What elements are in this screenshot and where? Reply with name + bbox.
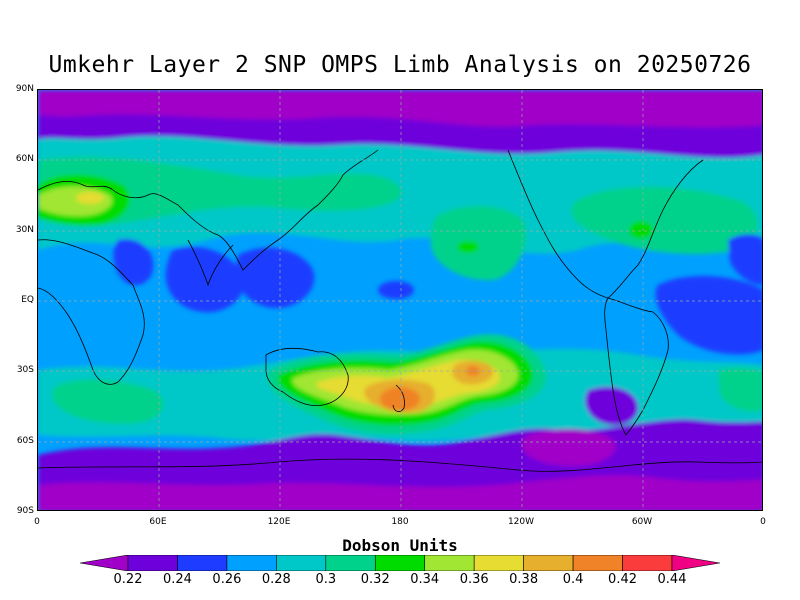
ozone-low-pacific xyxy=(378,281,414,299)
ozone-pacific-034 xyxy=(457,241,479,253)
map-title: Umkehr Layer 2 SNP OMPS Limb Analysis on… xyxy=(48,52,752,78)
ozone-low-drake-024 xyxy=(585,386,638,426)
coast-antarctica xyxy=(38,458,762,472)
ozone-low-drake-022 xyxy=(521,428,616,467)
colorbar-swatch xyxy=(276,555,327,571)
lon-label-120e: 120E xyxy=(267,517,291,527)
colorbar-swatch xyxy=(622,555,673,571)
lon-label-180: 180 xyxy=(391,517,409,527)
lon-label-0-east: 0 xyxy=(760,517,766,527)
coast-europe xyxy=(38,180,179,206)
colorbar-label: 0.22 xyxy=(113,572,143,587)
lat-label-60n: 60N xyxy=(15,154,34,164)
colorbar-label: 0.26 xyxy=(212,572,242,587)
ozone-spot-south-indian-032 xyxy=(718,367,762,412)
colorbar-swatch xyxy=(572,555,623,571)
coast-africa xyxy=(38,239,145,385)
colorbar-arrow-low xyxy=(80,555,129,571)
lat-label-30n: 30N xyxy=(15,225,34,235)
lon-label-120w: 120W xyxy=(507,517,535,527)
lat-label-eq: EQ xyxy=(21,295,34,305)
lat-label-60s: 60S xyxy=(16,436,34,446)
colorbar-label: 0.36 xyxy=(459,572,489,587)
colorbar-label: 0.38 xyxy=(509,572,539,587)
colorbar-label: 0.34 xyxy=(410,572,440,587)
colorbar-label: 0.42 xyxy=(608,572,637,587)
graticule xyxy=(38,90,762,510)
colorbar-swatch xyxy=(325,555,376,571)
coast-australia xyxy=(265,347,349,407)
ozone-arctic-022 xyxy=(38,90,762,128)
ozone-low-indonesia xyxy=(235,247,315,309)
ozone-nz-042 xyxy=(380,387,420,411)
colorbar-swatch xyxy=(374,555,426,571)
colorbar-swatch xyxy=(226,555,277,571)
ozone-low-south-america xyxy=(655,276,762,355)
coastlines xyxy=(38,149,762,472)
lat-label-90s: 90S xyxy=(16,506,34,516)
lon-label-0: 0 xyxy=(34,517,40,527)
ozone-low-east-pacific xyxy=(728,234,762,285)
colorbar-swatch xyxy=(424,555,475,571)
colorbar-title: Dobson Units xyxy=(342,536,458,555)
colorbar-swatch xyxy=(127,555,178,571)
ozone-low-india xyxy=(165,246,245,313)
ozone-map-svg xyxy=(38,90,762,510)
ozone-spot-south-atlantic-032 xyxy=(52,379,164,424)
ozone-spot-atlantic-032 xyxy=(570,186,758,255)
colorbar-label: 0.3 xyxy=(315,572,337,587)
lon-label-60w: 60W xyxy=(631,517,653,527)
colorbar-swatch xyxy=(523,555,574,571)
ozone-spot-pacific-032 xyxy=(430,205,527,281)
ozone-atlantic-034 xyxy=(629,221,653,239)
colorbar-label: 0.4 xyxy=(562,572,584,587)
coast-india xyxy=(187,239,234,287)
colorbar-swatch xyxy=(177,555,228,571)
colorbar-swatch xyxy=(473,555,524,571)
lat-label-30s: 30S xyxy=(16,365,34,375)
colorbar xyxy=(80,555,720,571)
colorbar-arrow-high xyxy=(671,555,720,571)
colorbar-label: 0.32 xyxy=(360,572,390,587)
ozone-europe-038 xyxy=(76,192,104,204)
ozone-low-arabia xyxy=(113,239,154,286)
ozone-antarctic-022 xyxy=(38,475,762,510)
coast-asia xyxy=(177,149,379,271)
colorbar-label: 0.28 xyxy=(261,572,291,587)
coast-new-zealand xyxy=(392,384,405,412)
ozone-band-north-032 xyxy=(38,156,402,226)
colorbar-label: 0.44 xyxy=(657,572,687,587)
ozone-map xyxy=(37,89,763,511)
lon-label-60e: 60E xyxy=(149,517,167,527)
lat-label-90n: 90N xyxy=(15,84,34,94)
colorbar-label: 0.24 xyxy=(162,572,192,587)
coast-south-america xyxy=(604,297,669,436)
